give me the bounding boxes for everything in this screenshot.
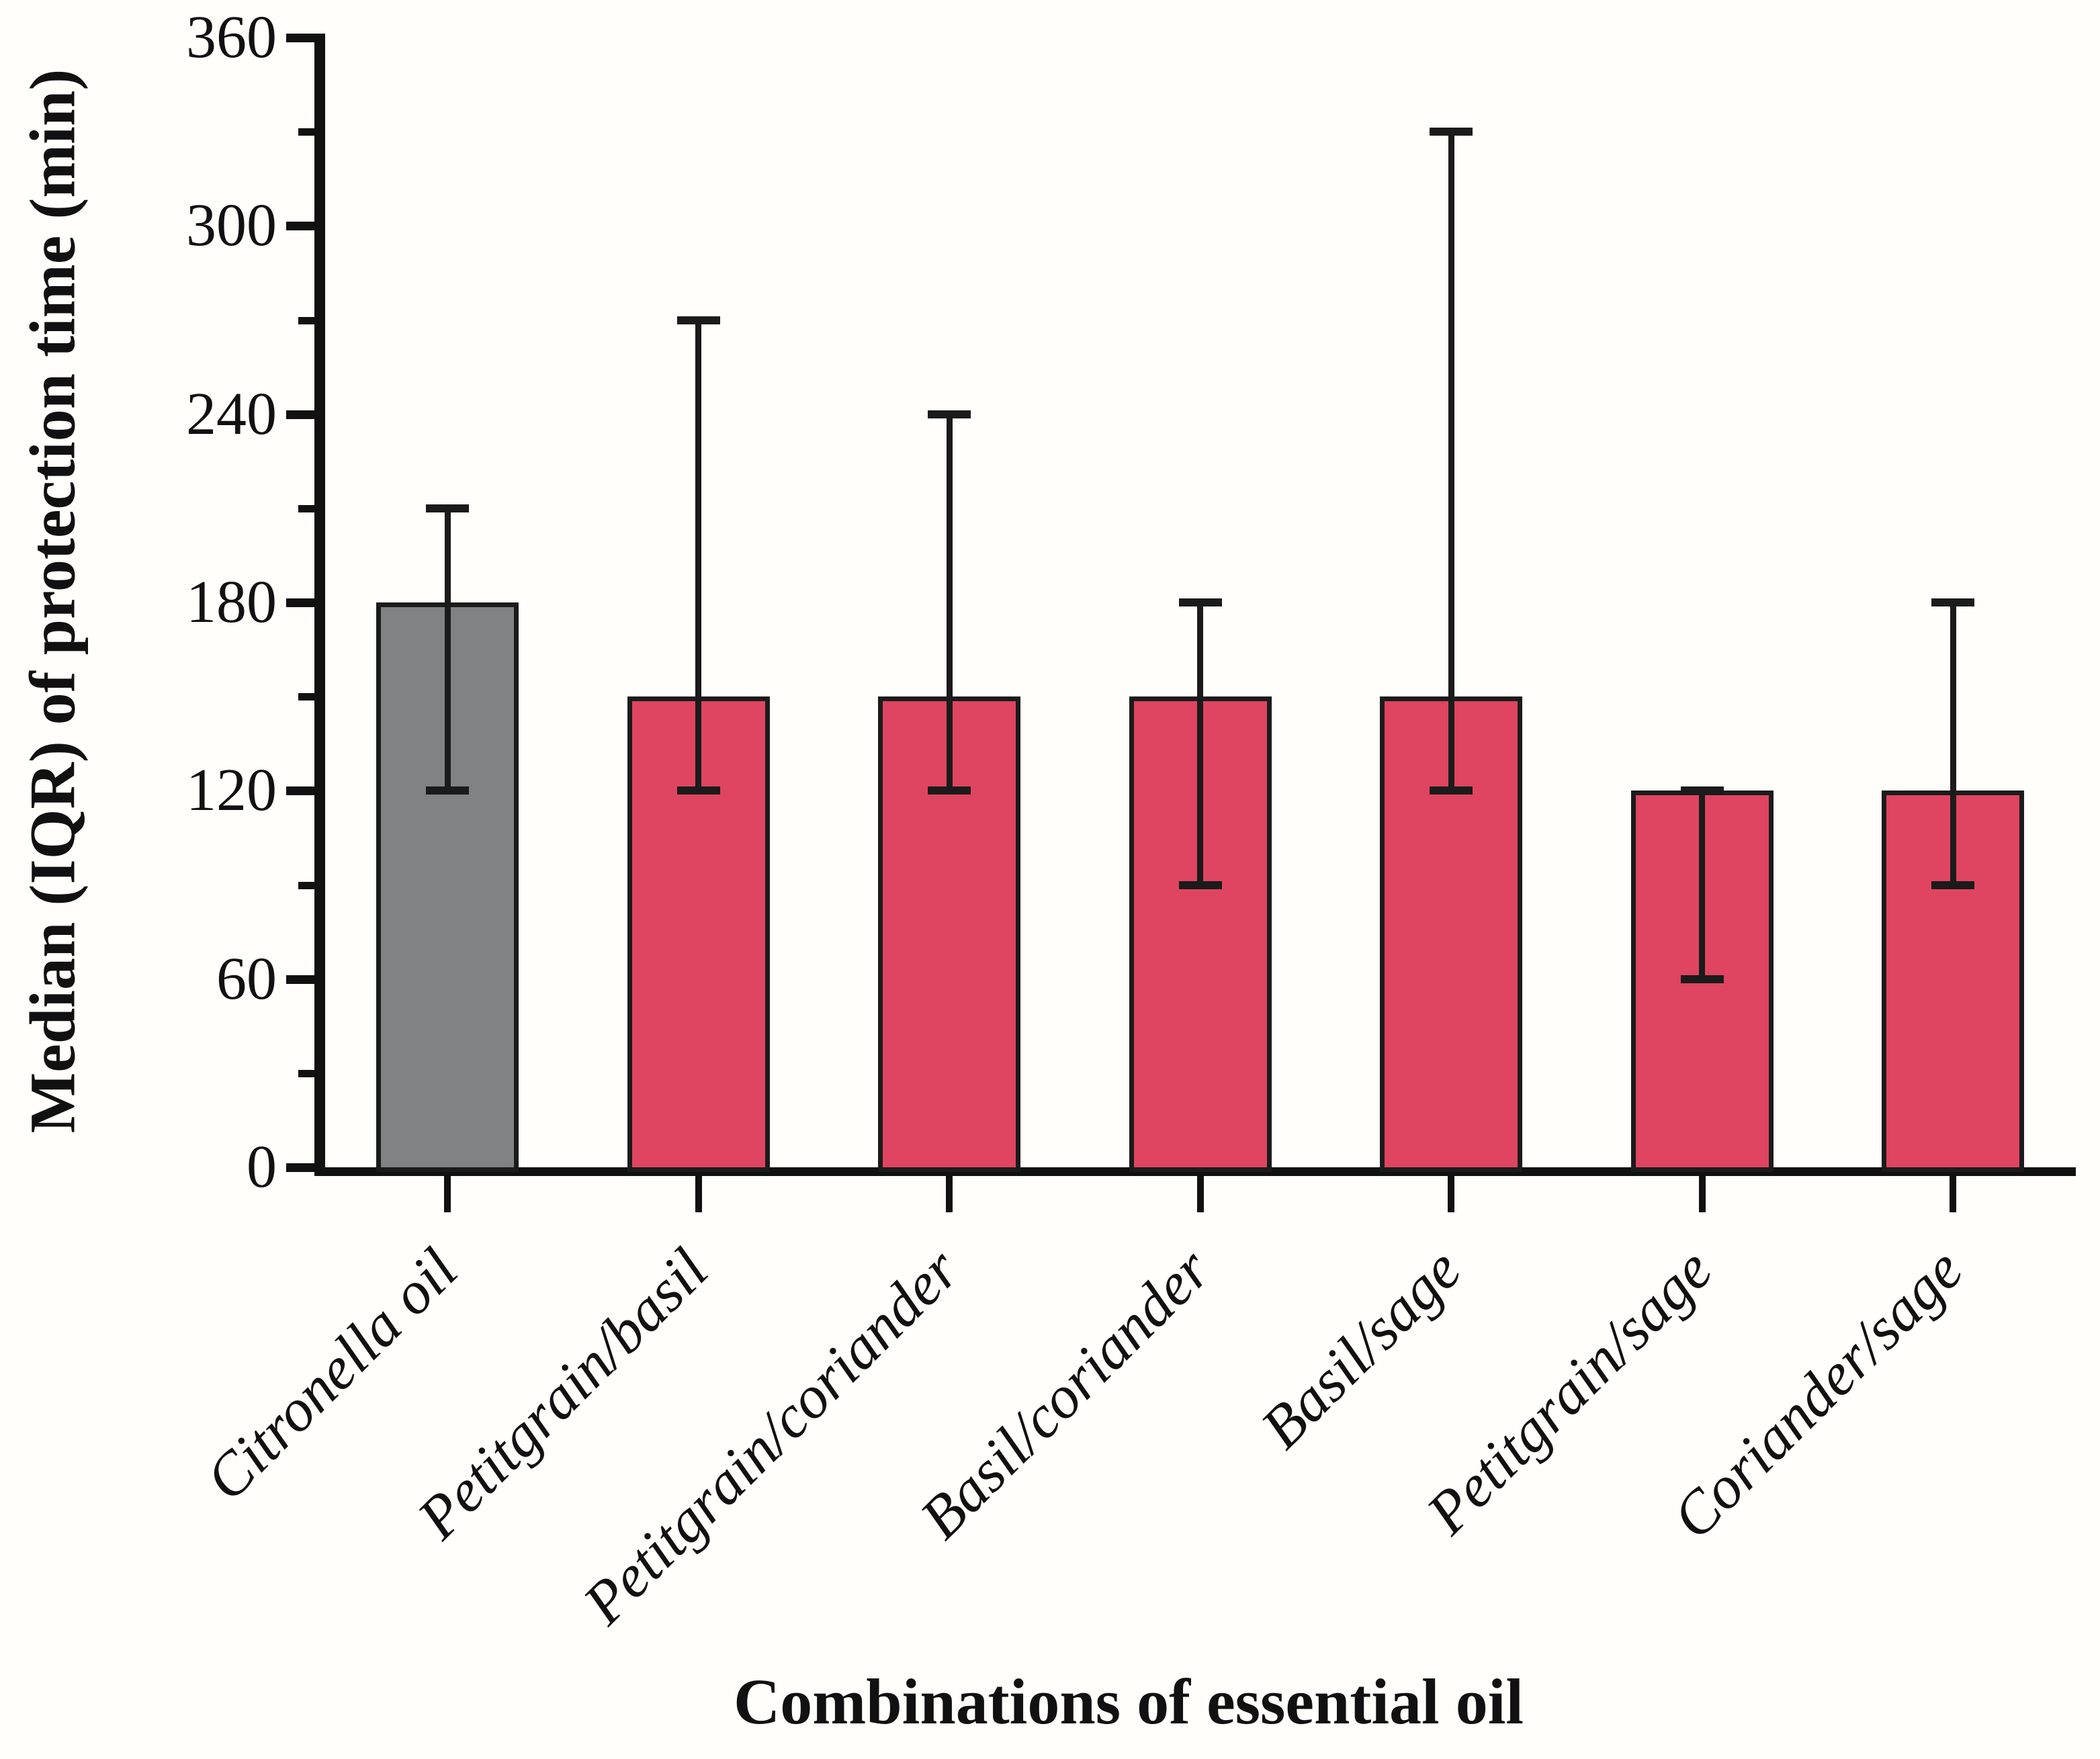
category-label: Citronella oil bbox=[193, 1236, 470, 1513]
x-tick bbox=[444, 1176, 451, 1212]
error-bar-cap-upper bbox=[1430, 128, 1473, 136]
error-bar-cap-upper bbox=[426, 504, 469, 512]
y-tick-label: 240 bbox=[186, 380, 277, 447]
error-bar-cap-lower bbox=[1430, 786, 1473, 795]
error-bar bbox=[444, 508, 451, 791]
error-bar-cap-lower bbox=[676, 786, 720, 795]
error-bar bbox=[1699, 791, 1705, 979]
y-minor-tick bbox=[298, 128, 325, 136]
y-major-tick bbox=[286, 1163, 325, 1172]
error-bar bbox=[695, 320, 701, 791]
error-bar-cap-lower bbox=[1680, 975, 1724, 983]
y-tick-label: 0 bbox=[247, 1134, 277, 1200]
y-minor-tick bbox=[298, 504, 325, 512]
error-bar bbox=[1448, 132, 1454, 791]
y-tick-label: 300 bbox=[186, 192, 277, 259]
y-major-tick bbox=[286, 410, 325, 419]
x-tick bbox=[695, 1176, 702, 1212]
y-major-tick bbox=[286, 786, 325, 796]
error-bar-cap-upper bbox=[928, 410, 971, 418]
x-axis-title: Combinations of essential oil bbox=[733, 1666, 1524, 1738]
y-tick-label: 360 bbox=[186, 4, 277, 71]
error-bar-cap-lower bbox=[928, 786, 971, 795]
x-tick bbox=[1950, 1176, 1956, 1212]
x-tick bbox=[946, 1176, 953, 1212]
error-bar-cap-upper bbox=[676, 316, 720, 324]
y-tick-label: 180 bbox=[186, 569, 277, 636]
x-tick bbox=[1698, 1176, 1706, 1212]
error-bar bbox=[1197, 602, 1203, 885]
y-minor-tick bbox=[298, 1069, 325, 1077]
y-major-tick bbox=[286, 222, 325, 231]
x-tick bbox=[1448, 1176, 1454, 1212]
error-bar-cap-upper bbox=[1680, 786, 1724, 795]
y-tick-label: 60 bbox=[216, 945, 277, 1012]
category-label: Basil/sage bbox=[1248, 1236, 1474, 1461]
y-major-tick bbox=[286, 34, 325, 43]
y-major-tick bbox=[286, 598, 325, 608]
error-bar-cap-lower bbox=[1178, 881, 1222, 889]
y-minor-tick bbox=[298, 881, 325, 889]
error-bar-cap-lower bbox=[1931, 881, 1974, 889]
y-minor-tick bbox=[298, 316, 325, 324]
x-tick bbox=[1196, 1176, 1204, 1212]
y-minor-tick bbox=[298, 693, 325, 701]
error-bar bbox=[946, 414, 953, 791]
error-bar-cap-upper bbox=[1178, 598, 1222, 607]
y-major-tick bbox=[286, 975, 325, 984]
error-bar bbox=[1950, 602, 1956, 885]
y-axis-title: Median (IQR) of protection time (min) bbox=[16, 69, 89, 1134]
error-bar-cap-lower bbox=[426, 786, 469, 795]
error-bar-cap-upper bbox=[1931, 598, 1974, 607]
y-tick-label: 120 bbox=[186, 757, 277, 824]
